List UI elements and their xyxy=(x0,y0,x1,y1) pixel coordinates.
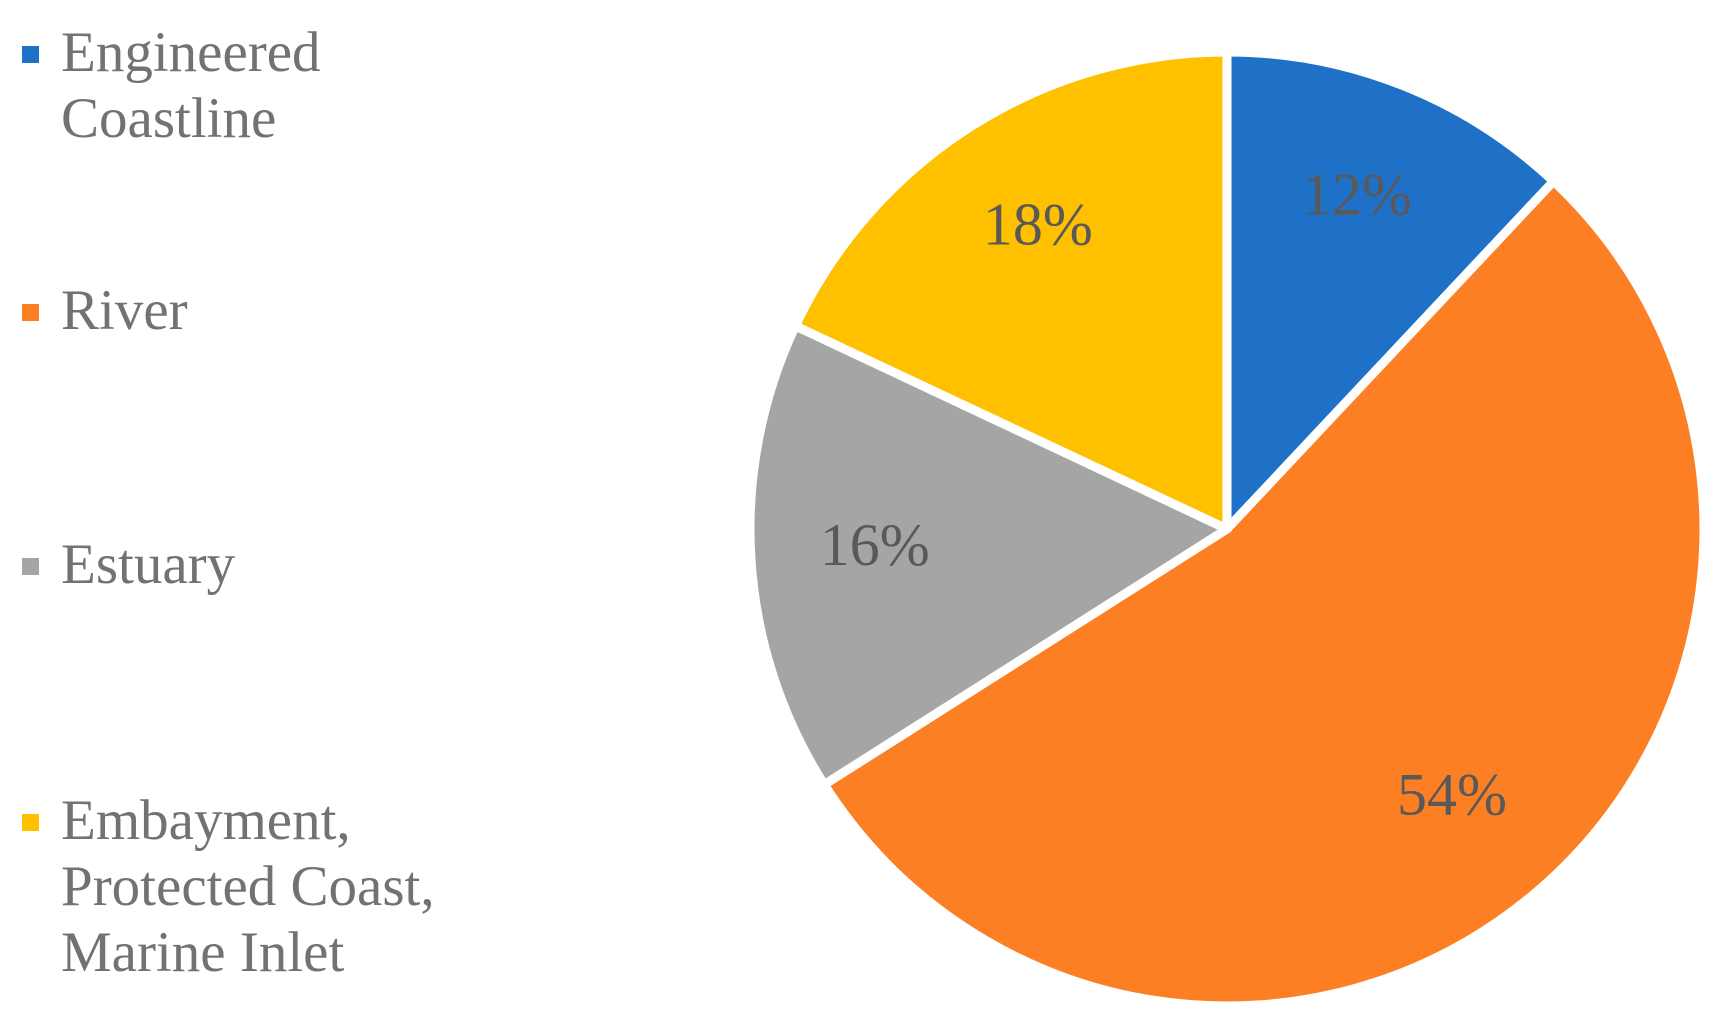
legend-label: Embayment, Protected Coast, Marine Inlet xyxy=(61,789,435,984)
legend-swatch xyxy=(22,558,39,575)
data-label: 18% xyxy=(983,192,1093,258)
legend-item: River xyxy=(22,278,542,344)
legend-label: Engineered Coastline xyxy=(61,21,321,150)
data-label: 12% xyxy=(1302,162,1412,228)
legend-item: Estuary xyxy=(22,532,542,598)
pie-slice xyxy=(819,176,1709,1011)
pie-slice xyxy=(790,47,1232,534)
data-label: 54% xyxy=(1397,762,1507,828)
pie-slice xyxy=(745,321,1232,790)
data-label: 16% xyxy=(820,512,930,578)
legend-swatch xyxy=(22,46,39,63)
pie-slice xyxy=(1222,47,1559,534)
legend-item: Embayment, Protected Coast, Marine Inlet xyxy=(22,788,542,986)
legend-item: Engineered Coastline xyxy=(22,20,542,152)
legend-label: River xyxy=(61,279,188,342)
legend-swatch xyxy=(22,304,39,321)
legend-swatch xyxy=(22,814,39,831)
legend-label: Estuary xyxy=(61,533,236,596)
